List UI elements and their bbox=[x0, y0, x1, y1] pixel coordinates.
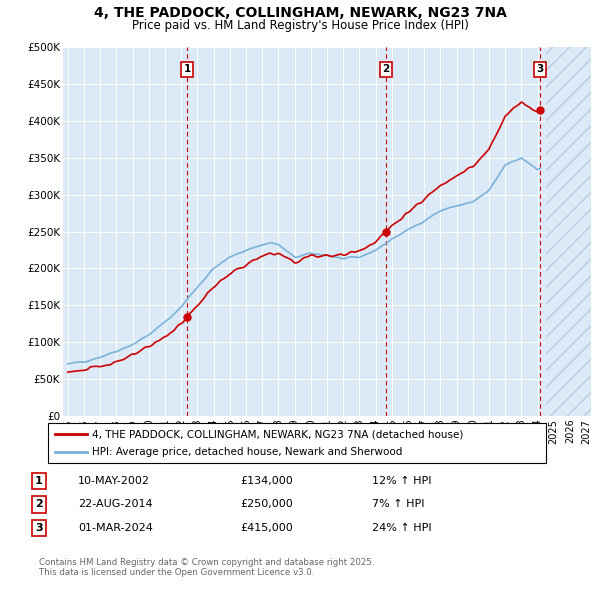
Text: 24% ↑ HPI: 24% ↑ HPI bbox=[372, 523, 431, 533]
Text: 2: 2 bbox=[35, 500, 43, 509]
Bar bbox=[545, 47, 591, 416]
Text: £134,000: £134,000 bbox=[240, 476, 293, 486]
Text: 01-MAR-2024: 01-MAR-2024 bbox=[78, 523, 153, 533]
Text: £250,000: £250,000 bbox=[240, 500, 293, 509]
Text: 4, THE PADDOCK, COLLINGHAM, NEWARK, NG23 7NA: 4, THE PADDOCK, COLLINGHAM, NEWARK, NG23… bbox=[94, 6, 506, 20]
Text: £415,000: £415,000 bbox=[240, 523, 293, 533]
Text: 1: 1 bbox=[184, 64, 191, 74]
Text: Price paid vs. HM Land Registry's House Price Index (HPI): Price paid vs. HM Land Registry's House … bbox=[131, 19, 469, 32]
Text: 3: 3 bbox=[35, 523, 43, 533]
Text: 10-MAY-2002: 10-MAY-2002 bbox=[78, 476, 150, 486]
Text: 7% ↑ HPI: 7% ↑ HPI bbox=[372, 500, 425, 509]
Text: 22-AUG-2014: 22-AUG-2014 bbox=[78, 500, 152, 509]
Text: 4, THE PADDOCK, COLLINGHAM, NEWARK, NG23 7NA (detached house): 4, THE PADDOCK, COLLINGHAM, NEWARK, NG23… bbox=[92, 430, 463, 440]
Text: 3: 3 bbox=[536, 64, 544, 74]
Text: Contains HM Land Registry data © Crown copyright and database right 2025.
This d: Contains HM Land Registry data © Crown c… bbox=[39, 558, 374, 577]
Text: 12% ↑ HPI: 12% ↑ HPI bbox=[372, 476, 431, 486]
Text: HPI: Average price, detached house, Newark and Sherwood: HPI: Average price, detached house, Newa… bbox=[92, 447, 402, 457]
Text: 2: 2 bbox=[382, 64, 389, 74]
Text: 1: 1 bbox=[35, 476, 43, 486]
